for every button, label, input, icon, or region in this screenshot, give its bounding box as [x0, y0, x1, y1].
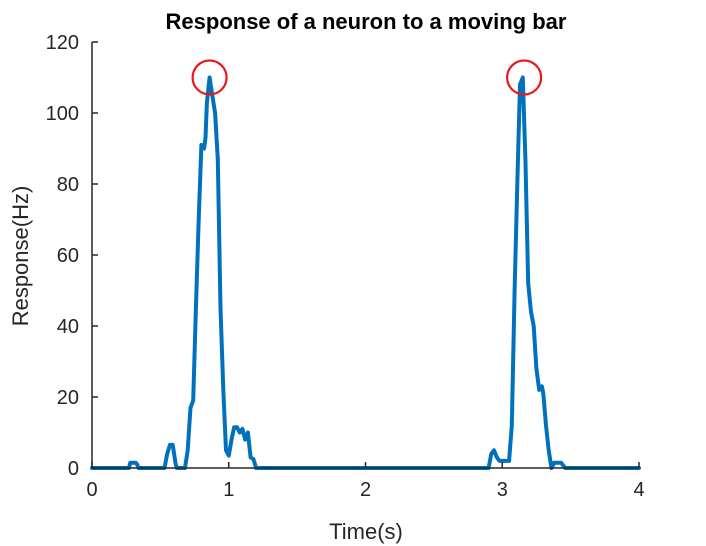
y-tick-label: 120: [46, 32, 79, 54]
x-tick-label: 0: [86, 479, 97, 501]
x-axis-label: Time(s): [329, 519, 403, 544]
peak-marker-circle: [191, 59, 228, 96]
chart-title: Response of a neuron to a moving bar: [166, 9, 567, 34]
y-ticks: 0 20 40 60 80 100 120: [46, 32, 98, 480]
x-tick-label: 1: [223, 479, 234, 501]
x-ticks: 0 1 2 3 4: [86, 462, 645, 501]
plot-area: [90, 75, 641, 470]
y-tick-label: 0: [68, 458, 79, 480]
y-tick-label: 20: [57, 387, 79, 409]
x-tick-label: 4: [633, 479, 644, 501]
response-line: [90, 75, 641, 470]
peak-marker-circle: [506, 59, 543, 96]
y-tick-label: 60: [57, 245, 79, 267]
peak-annotations: [191, 59, 543, 96]
y-tick-label: 80: [57, 174, 79, 196]
y-tick-label: 100: [46, 103, 79, 125]
x-tick-label: 2: [360, 479, 371, 501]
y-axis-label: Response(Hz): [8, 186, 33, 327]
x-tick-label: 3: [497, 479, 508, 501]
y-tick-label: 40: [57, 316, 79, 338]
